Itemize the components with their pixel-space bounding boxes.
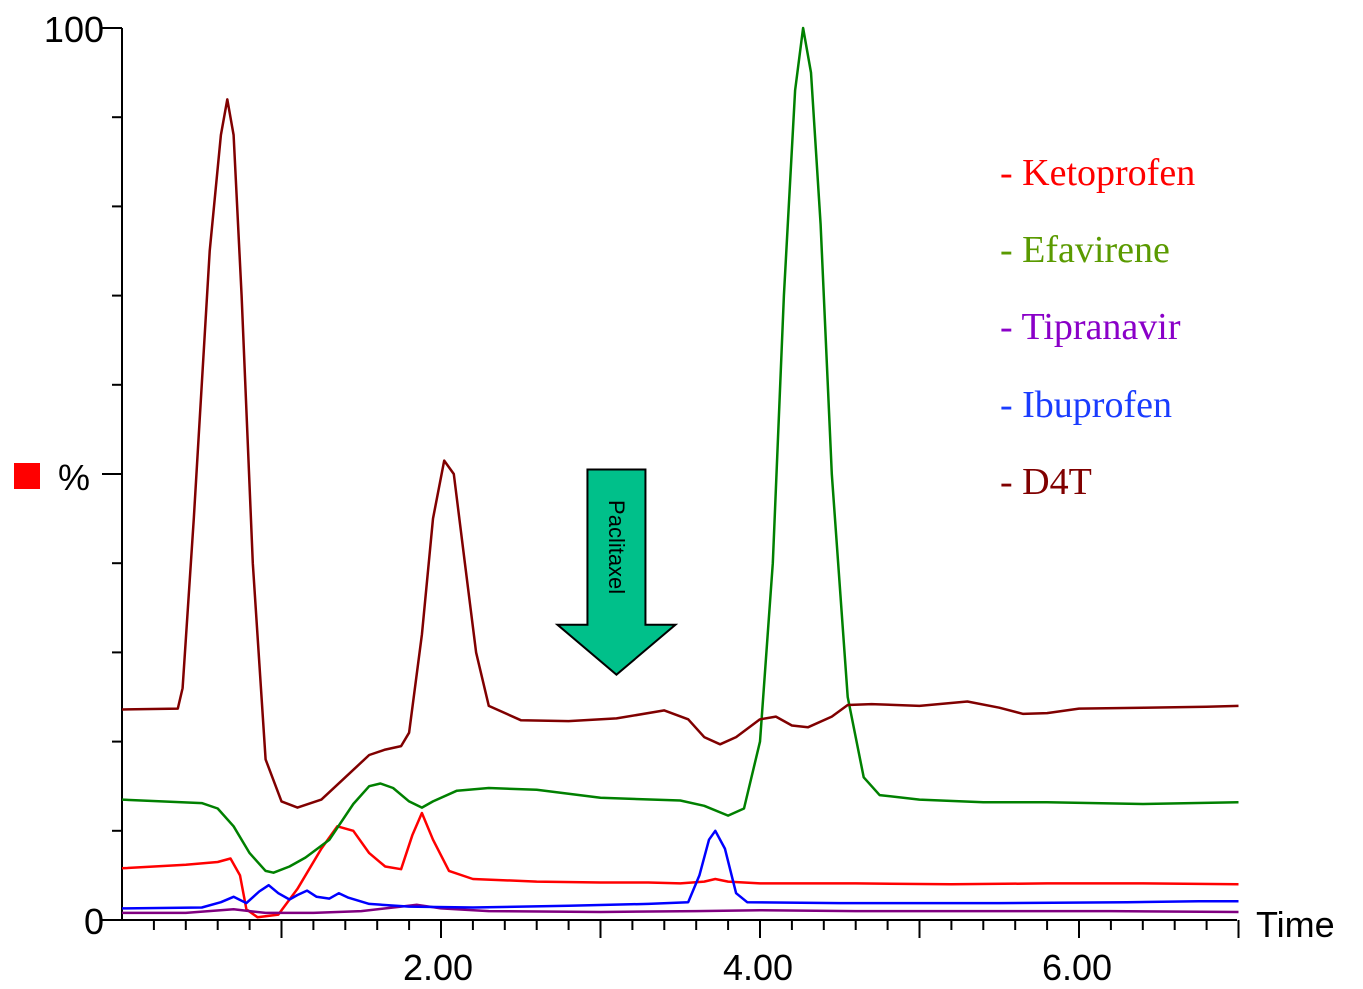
x-axis-label: Time — [1256, 904, 1335, 945]
legend-d4t: - D4T — [1000, 461, 1092, 503]
legend-tipranavir: - Tipranavir — [1000, 306, 1181, 348]
paclitaxel-label: Paclitaxel — [604, 500, 629, 594]
series-line-4 — [121, 98, 1239, 809]
legend-efavirene: - Efavirene — [1000, 229, 1170, 271]
y-axis-marker-square — [14, 463, 40, 489]
x-tick-label-6: 6.00 — [1042, 947, 1112, 988]
series-line-3 — [121, 829, 1239, 910]
x-axis-ticks — [152, 920, 1240, 938]
y-tick-label-0: 0 — [84, 901, 104, 942]
legend: - Ketoprofen - Efavirene - Tipranavir - … — [1000, 152, 1195, 503]
paclitaxel-annotation: Paclitaxel — [554, 468, 679, 677]
series-lines — [121, 26, 1239, 919]
legend-ketoprofen: - Ketoprofen — [1000, 152, 1195, 194]
x-tick-label-2: 2.00 — [403, 947, 473, 988]
x-tick-label-4: 4.00 — [723, 947, 793, 988]
legend-ibuprofen: - Ibuprofen — [1000, 384, 1172, 426]
series-line-2 — [122, 903, 1239, 915]
y-axis-ticks — [102, 27, 122, 921]
y-axis-label: % — [58, 457, 90, 498]
y-tick-label-100: 100 — [44, 9, 104, 50]
paclitaxel-arrow — [554, 468, 679, 677]
series-line-1 — [121, 26, 1239, 874]
